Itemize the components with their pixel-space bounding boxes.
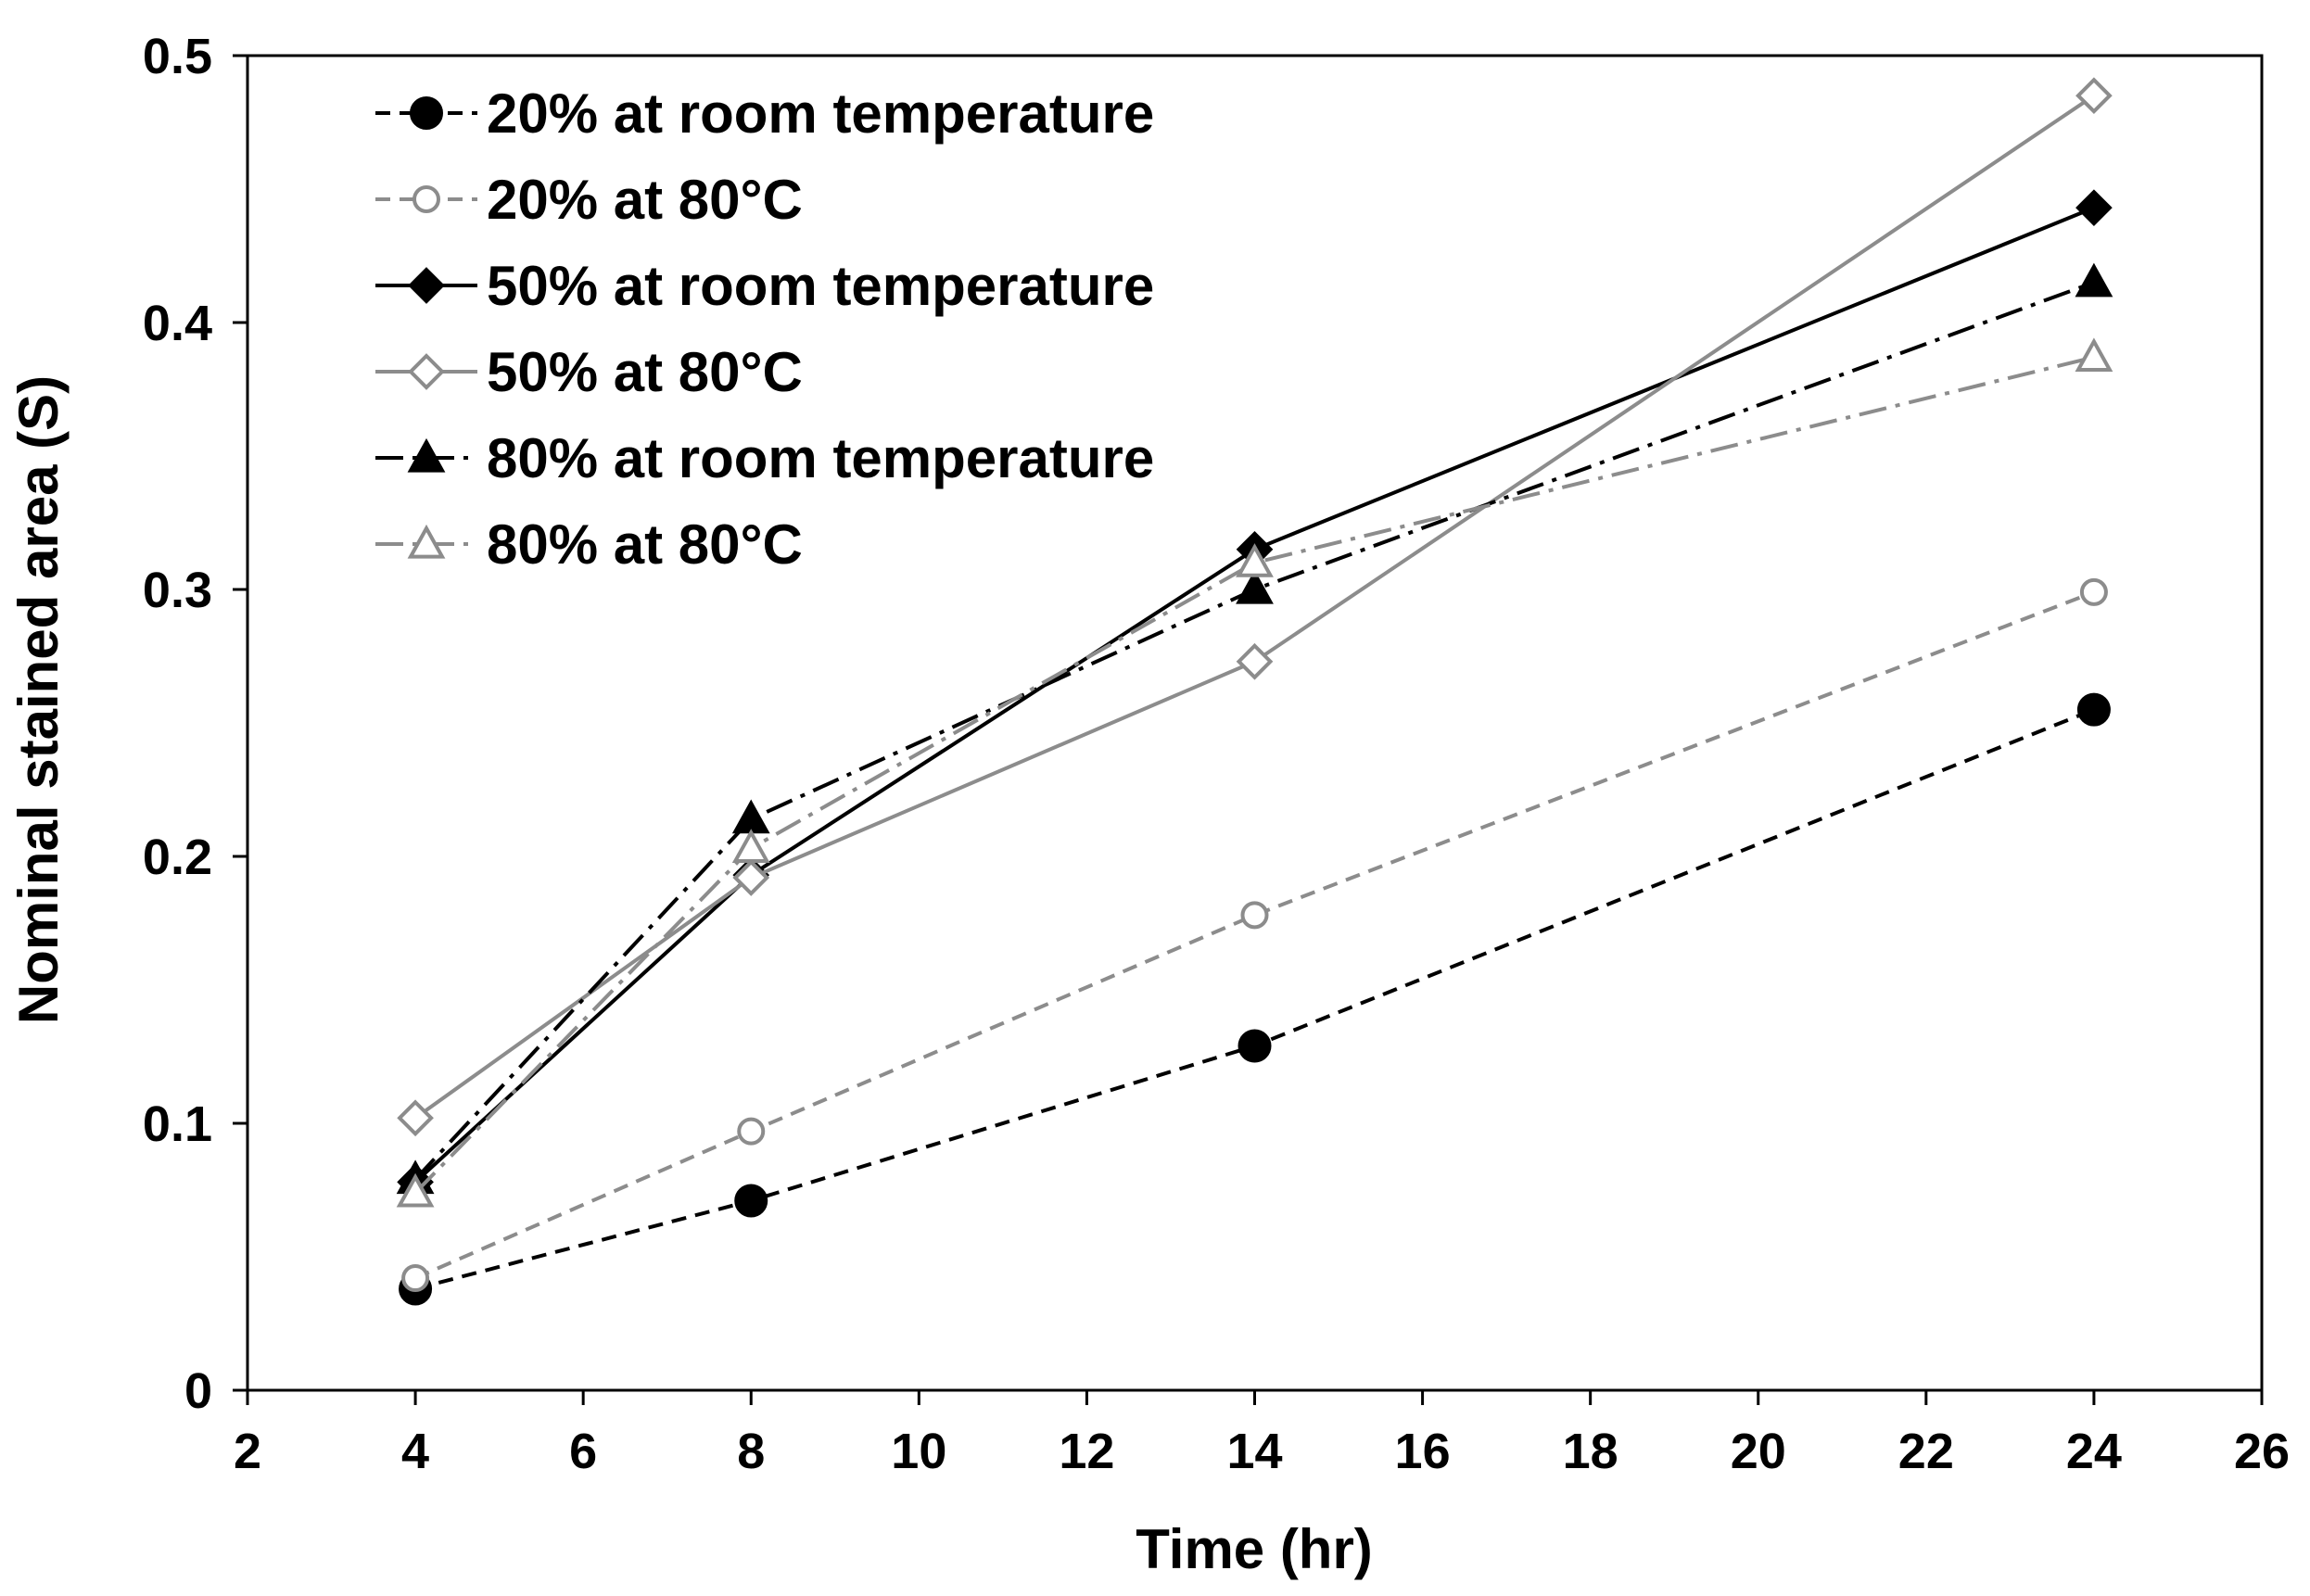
data-point [1240,901,1269,930]
series-6 [396,337,2113,1208]
legend-marker [412,185,440,213]
legend-item: 50% at room temperature [375,255,1154,317]
legend-label: 80% at 80°C [487,513,803,576]
data-point [2075,189,2113,226]
legend-item: 20% at 80°C [375,169,803,231]
series-4 [397,77,2113,1137]
legend-item: 20% at room temperature [375,82,1154,145]
legend-label: 50% at 80°C [487,341,803,403]
series-line [413,355,2095,1195]
data-point [1236,569,1274,604]
data-point [1236,642,1274,680]
series-line [413,94,2096,1120]
legend-item: 50% at 80°C [375,341,803,403]
x-tick-label: 8 [737,1424,765,1479]
legend-label: 50% at room temperature [487,255,1154,317]
x-tick-label: 24 [2066,1424,2122,1479]
data-point [2075,337,2113,373]
data-point [737,1117,766,1146]
data-point [2076,692,2111,727]
x-tick-label: 4 [401,1424,429,1479]
legend: 20% at room temperature 20% at 80°C 50% at… [375,82,1154,576]
x-tick-label: 18 [1563,1424,1618,1479]
x-tick-label: 14 [1226,1424,1282,1479]
x-tick-label: 6 [569,1424,597,1479]
data-point [401,1264,430,1293]
y-tick-label: 0.1 [143,1096,212,1152]
y-tick-label: 0.3 [143,563,212,618]
x-tick-label: 20 [1731,1424,1786,1479]
x-tick-label: 10 [891,1424,946,1479]
series-line [414,590,2095,1280]
x-tick-label: 16 [1395,1424,1451,1479]
y-tick-label: 0.4 [143,296,212,351]
y-tick-label: 0.2 [143,830,212,885]
legend-item: 80% at 80°C [375,513,803,576]
legend-marker [410,96,443,130]
x-tick-label: 12 [1059,1424,1114,1479]
data-point [2079,577,2108,606]
legend-label: 80% at room temperature [487,427,1154,489]
series-group [396,77,2113,1306]
x-tick-label: 26 [2234,1424,2290,1479]
series-line [414,707,2095,1291]
legend-item: 80% at room temperature [375,427,1154,489]
data-point [396,1172,435,1208]
x-tick-label: 22 [1898,1424,1954,1479]
series-2 [401,577,2108,1293]
data-point [732,859,770,896]
data-point [2075,77,2113,115]
data-point [731,829,770,863]
legend-label: 20% at 80°C [487,169,803,231]
data-point [2075,262,2113,298]
x-tick-label: 2 [234,1424,261,1479]
x-axis-title: Time (hr) [1136,1518,1373,1580]
data-point [1238,1029,1272,1063]
data-point [397,1099,434,1137]
y-tick-label: 0.5 [143,29,212,84]
legend-marker [408,267,445,304]
legend-marker [407,524,446,559]
y-axis-title: Nominal stained area (S) [7,375,70,1024]
data-point [1236,543,1274,577]
legend-marker [408,353,445,390]
data-point [734,1184,768,1218]
y-tick-label: 0 [184,1363,212,1419]
legend-label: 20% at room temperature [487,82,1154,145]
legend-marker [407,437,446,473]
